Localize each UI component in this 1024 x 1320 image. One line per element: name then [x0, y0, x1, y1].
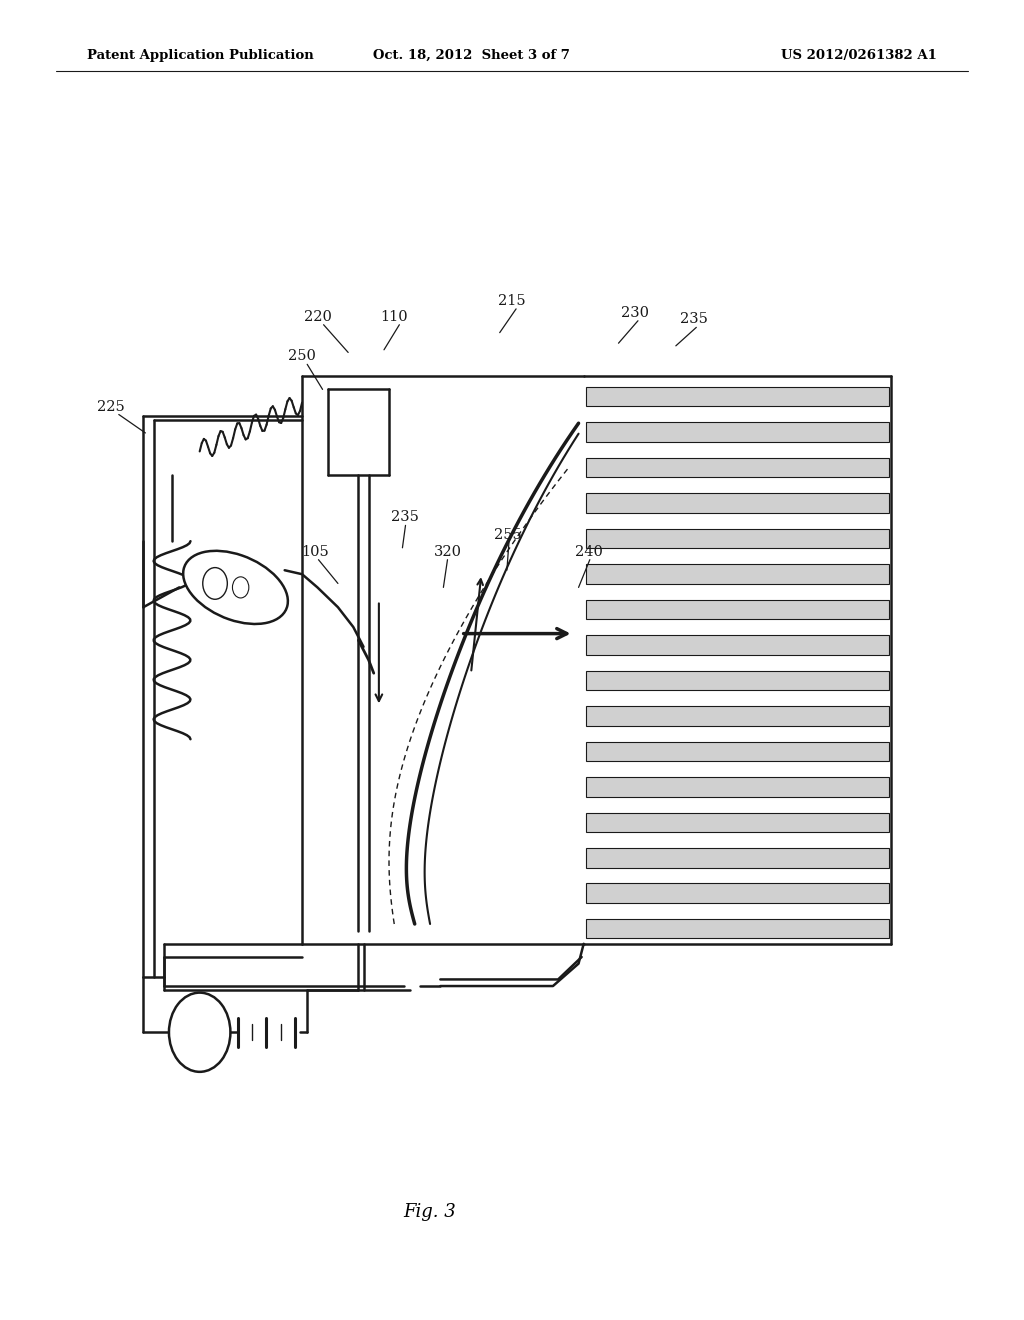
Text: 220: 220 — [303, 310, 332, 323]
FancyBboxPatch shape — [586, 529, 889, 548]
Text: US 2012/0261382 A1: US 2012/0261382 A1 — [781, 49, 937, 62]
FancyBboxPatch shape — [586, 883, 889, 903]
Text: 105: 105 — [301, 545, 330, 558]
Text: 250: 250 — [288, 350, 316, 363]
FancyBboxPatch shape — [586, 635, 889, 655]
Text: 225: 225 — [96, 400, 125, 413]
Text: Patent Application Publication: Patent Application Publication — [87, 49, 313, 62]
FancyBboxPatch shape — [586, 919, 889, 939]
FancyBboxPatch shape — [586, 564, 889, 583]
Text: 235: 235 — [680, 313, 709, 326]
FancyBboxPatch shape — [586, 706, 889, 726]
Circle shape — [169, 993, 230, 1072]
FancyBboxPatch shape — [586, 494, 889, 512]
FancyBboxPatch shape — [586, 742, 889, 762]
FancyBboxPatch shape — [586, 671, 889, 690]
Text: 235: 235 — [390, 511, 419, 524]
FancyBboxPatch shape — [586, 777, 889, 796]
Text: 110: 110 — [381, 310, 408, 323]
Text: 255: 255 — [494, 528, 522, 541]
Circle shape — [203, 568, 227, 599]
FancyBboxPatch shape — [586, 458, 889, 478]
Ellipse shape — [183, 550, 288, 624]
FancyBboxPatch shape — [586, 599, 889, 619]
Text: 215: 215 — [499, 294, 525, 308]
FancyBboxPatch shape — [586, 813, 889, 832]
FancyBboxPatch shape — [586, 847, 889, 867]
FancyBboxPatch shape — [586, 387, 889, 407]
Text: Fig. 3: Fig. 3 — [403, 1203, 457, 1221]
Text: 240: 240 — [574, 545, 603, 558]
Text: 320: 320 — [433, 545, 462, 558]
Text: Oct. 18, 2012  Sheet 3 of 7: Oct. 18, 2012 Sheet 3 of 7 — [373, 49, 569, 62]
FancyBboxPatch shape — [586, 422, 889, 442]
Text: 230: 230 — [621, 306, 649, 319]
